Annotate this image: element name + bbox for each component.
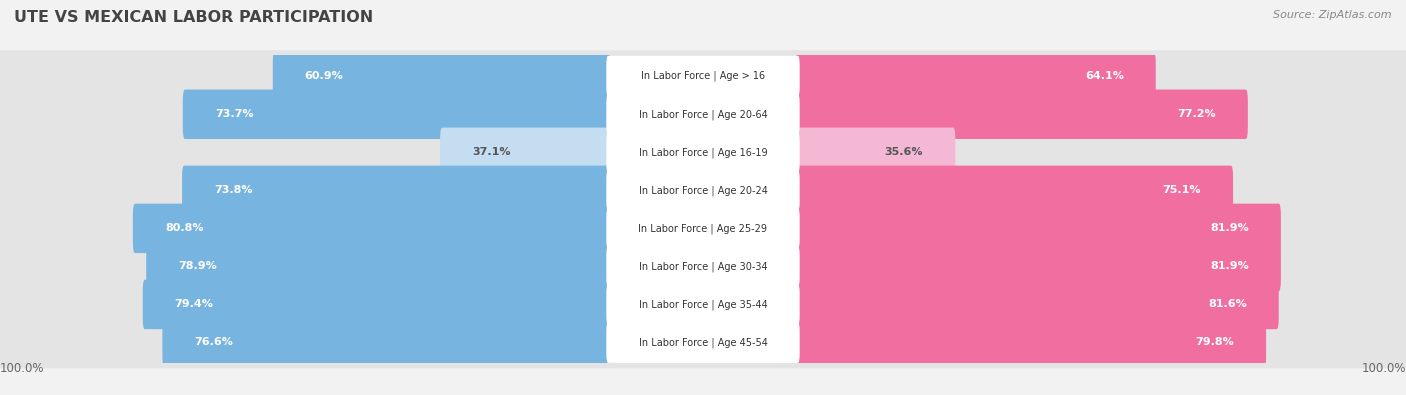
- FancyBboxPatch shape: [606, 284, 800, 325]
- Text: 75.1%: 75.1%: [1163, 185, 1201, 196]
- FancyBboxPatch shape: [0, 203, 1406, 254]
- Text: 35.6%: 35.6%: [884, 147, 924, 157]
- Text: In Labor Force | Age > 16: In Labor Force | Age > 16: [641, 71, 765, 81]
- FancyBboxPatch shape: [606, 94, 800, 135]
- Text: 37.1%: 37.1%: [472, 147, 510, 157]
- Text: 64.1%: 64.1%: [1085, 71, 1123, 81]
- FancyBboxPatch shape: [163, 318, 610, 367]
- FancyBboxPatch shape: [796, 166, 1233, 215]
- FancyBboxPatch shape: [606, 246, 800, 287]
- Text: 76.6%: 76.6%: [194, 337, 233, 348]
- FancyBboxPatch shape: [606, 132, 800, 173]
- Text: 78.9%: 78.9%: [179, 261, 217, 271]
- Text: In Labor Force | Age 45-54: In Labor Force | Age 45-54: [638, 337, 768, 348]
- Text: Source: ZipAtlas.com: Source: ZipAtlas.com: [1274, 10, 1392, 20]
- FancyBboxPatch shape: [134, 204, 610, 253]
- Text: 79.4%: 79.4%: [174, 299, 214, 309]
- FancyBboxPatch shape: [0, 241, 1406, 292]
- FancyBboxPatch shape: [0, 88, 1406, 140]
- FancyBboxPatch shape: [273, 51, 610, 101]
- Text: 81.9%: 81.9%: [1211, 261, 1249, 271]
- FancyBboxPatch shape: [796, 242, 1281, 291]
- Text: In Labor Force | Age 16-19: In Labor Force | Age 16-19: [638, 147, 768, 158]
- Text: 73.8%: 73.8%: [214, 185, 253, 196]
- FancyBboxPatch shape: [0, 278, 1406, 330]
- Text: 81.9%: 81.9%: [1211, 223, 1249, 233]
- FancyBboxPatch shape: [0, 50, 1406, 102]
- FancyBboxPatch shape: [606, 322, 800, 363]
- Text: 73.7%: 73.7%: [215, 109, 253, 119]
- Text: In Labor Force | Age 35-44: In Labor Force | Age 35-44: [638, 299, 768, 310]
- Text: 100.0%: 100.0%: [1361, 362, 1406, 375]
- Text: 80.8%: 80.8%: [165, 223, 204, 233]
- FancyBboxPatch shape: [606, 170, 800, 211]
- FancyBboxPatch shape: [796, 204, 1281, 253]
- Text: 100.0%: 100.0%: [0, 362, 45, 375]
- FancyBboxPatch shape: [183, 90, 610, 139]
- Text: In Labor Force | Age 30-34: In Labor Force | Age 30-34: [638, 261, 768, 272]
- FancyBboxPatch shape: [606, 208, 800, 249]
- FancyBboxPatch shape: [606, 56, 800, 97]
- Text: 79.8%: 79.8%: [1195, 337, 1234, 348]
- FancyBboxPatch shape: [183, 166, 610, 215]
- FancyBboxPatch shape: [0, 317, 1406, 369]
- Text: 81.6%: 81.6%: [1208, 299, 1247, 309]
- Text: 77.2%: 77.2%: [1177, 109, 1216, 119]
- FancyBboxPatch shape: [146, 242, 610, 291]
- Text: 60.9%: 60.9%: [305, 71, 343, 81]
- FancyBboxPatch shape: [142, 280, 610, 329]
- Text: In Labor Force | Age 25-29: In Labor Force | Age 25-29: [638, 223, 768, 233]
- FancyBboxPatch shape: [796, 128, 956, 177]
- FancyBboxPatch shape: [0, 164, 1406, 216]
- FancyBboxPatch shape: [796, 318, 1267, 367]
- FancyBboxPatch shape: [0, 126, 1406, 178]
- FancyBboxPatch shape: [796, 90, 1249, 139]
- FancyBboxPatch shape: [440, 128, 610, 177]
- Text: UTE VS MEXICAN LABOR PARTICIPATION: UTE VS MEXICAN LABOR PARTICIPATION: [14, 10, 374, 25]
- FancyBboxPatch shape: [796, 280, 1279, 329]
- FancyBboxPatch shape: [796, 51, 1156, 101]
- Text: In Labor Force | Age 20-64: In Labor Force | Age 20-64: [638, 109, 768, 120]
- Text: In Labor Force | Age 20-24: In Labor Force | Age 20-24: [638, 185, 768, 196]
